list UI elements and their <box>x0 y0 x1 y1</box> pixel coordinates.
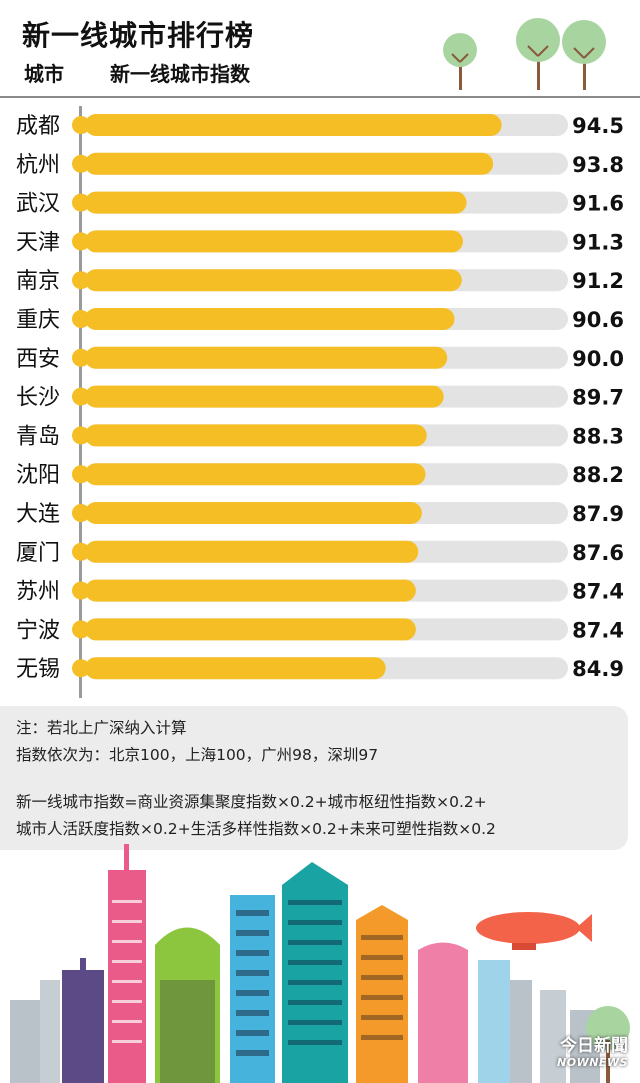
category-label: 西安 <box>16 347 60 372</box>
bar-dot <box>72 504 90 522</box>
bar <box>85 502 422 524</box>
bar-dot <box>72 620 90 639</box>
city-skyline-illustration <box>10 844 630 1083</box>
value-label: 88.3 <box>572 424 624 448</box>
bar-dot <box>72 426 90 445</box>
bar <box>85 269 462 292</box>
value-label: 94.5 <box>572 114 624 138</box>
category-label: 宁波 <box>16 618 60 643</box>
category-label: 天津 <box>16 230 60 255</box>
value-label: 84.9 <box>572 657 624 681</box>
footnote-box: 注：若北上广深纳入计算 指数依次为：北京100，上海100，广州98，深圳97 … <box>0 706 628 850</box>
bar-dot <box>72 310 90 328</box>
value-label: 90.0 <box>572 347 624 371</box>
bar <box>85 308 455 330</box>
category-label: 成都 <box>16 114 60 139</box>
bar <box>85 424 427 447</box>
brand-sub-text: NOWNEWS <box>557 1056 628 1069</box>
blimp-icon <box>476 912 592 950</box>
value-label: 91.3 <box>572 230 624 254</box>
category-label: 苏州 <box>16 580 60 605</box>
bar-dot <box>72 581 90 600</box>
bar-dot <box>72 154 90 173</box>
bar-dot <box>72 193 90 212</box>
bar-dot <box>72 348 90 367</box>
note-line-2: 指数依次为：北京100，上海100，广州98，深圳97 <box>16 746 379 764</box>
bar-dot <box>72 465 90 484</box>
tree-icon <box>443 18 606 90</box>
column-header-city: 城市 <box>24 62 64 86</box>
category-label: 长沙 <box>16 386 60 411</box>
value-label: 87.9 <box>572 502 624 526</box>
value-label: 87.4 <box>572 618 624 642</box>
bar-dot <box>72 116 90 134</box>
category-label: 无锡 <box>16 657 60 682</box>
category-label: 厦门 <box>16 541 60 566</box>
bar <box>85 463 426 486</box>
bar <box>85 114 502 136</box>
value-label: 91.2 <box>572 269 624 293</box>
category-label: 南京 <box>16 269 60 294</box>
category-label: 武汉 <box>16 192 60 217</box>
bar <box>85 152 494 175</box>
note-line-1: 注：若北上广深纳入计算 <box>16 719 187 737</box>
note-line-4: 城市人活跃度指数×0.2+生活多样性指数×0.2+未来可塑性指数×0.2 <box>16 820 496 838</box>
bar-chart: 成都 94.5 杭州 93.8 武汉 91.6 天津 91.3 南京 91.2 重庆 90.6 西安 90… <box>16 114 624 682</box>
bar-dot <box>72 387 90 406</box>
bar-dot <box>72 271 90 290</box>
chart-title: 新一线城市排行榜 <box>22 19 255 52</box>
nownews-logo: 今日新聞 NOWNEWS <box>557 1031 628 1069</box>
value-label: 90.6 <box>572 308 624 332</box>
bar <box>85 230 463 253</box>
value-label: 87.4 <box>572 580 624 604</box>
header-divider <box>0 96 640 98</box>
bar-dot <box>72 542 90 561</box>
bar <box>85 191 467 214</box>
bar <box>85 385 444 408</box>
category-label: 沈阳 <box>16 463 60 488</box>
bar <box>85 540 419 563</box>
column-header-index: 新一线城市指数 <box>110 62 250 86</box>
value-label: 93.8 <box>572 153 624 177</box>
value-label: 87.6 <box>572 541 624 565</box>
note-line-3: 新一线城市指数=商业资源集聚度指数×0.2+城市枢纽性指数×0.2+ <box>16 793 487 811</box>
bar <box>85 618 416 641</box>
value-label: 89.7 <box>572 386 624 410</box>
bar-dot <box>72 659 90 678</box>
bar-dot <box>72 232 90 251</box>
bar <box>85 346 448 369</box>
category-label: 重庆 <box>16 308 60 333</box>
category-label: 大连 <box>16 502 60 527</box>
bar <box>85 657 386 680</box>
category-label: 杭州 <box>16 153 60 178</box>
bar <box>85 579 416 602</box>
category-label: 青岛 <box>16 424 60 449</box>
brand-main-text: 今日新聞 <box>560 1036 628 1056</box>
value-label: 91.6 <box>572 192 624 216</box>
value-label: 88.2 <box>572 463 624 487</box>
